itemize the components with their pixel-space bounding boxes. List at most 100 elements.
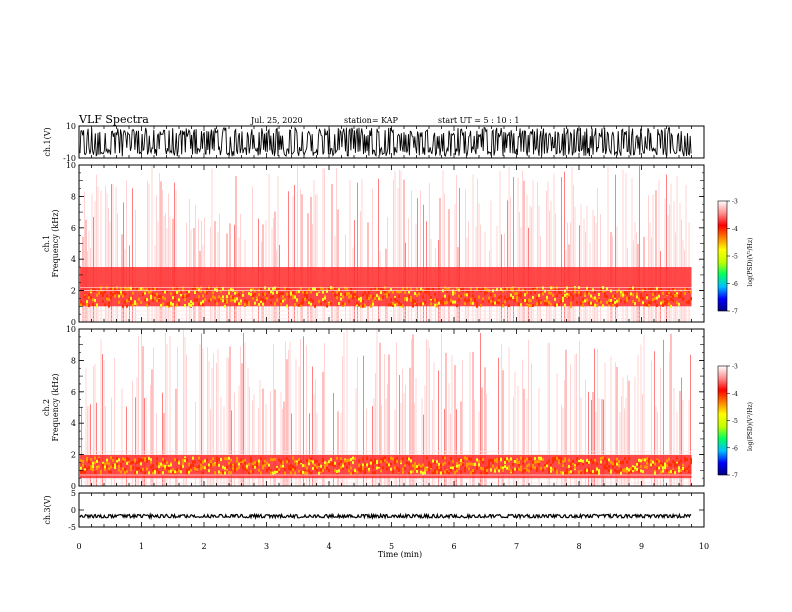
- spectrogram-cell: [566, 468, 568, 472]
- spectrogram-cell: [534, 286, 536, 290]
- spectrogram-cell: [108, 467, 110, 471]
- spectrogram-cell: [656, 286, 658, 290]
- spectrogram-cell: [428, 292, 430, 296]
- spectrogram-cell: [536, 296, 538, 300]
- spectrogram-cell: [308, 288, 310, 292]
- spectrogram-cell: [342, 464, 344, 468]
- spectrogram-cell: [524, 298, 526, 302]
- spectrogram-cell: [530, 299, 532, 303]
- spectrogram-cell: [626, 467, 628, 471]
- spectrogram-cell: [420, 302, 422, 306]
- spectrogram-cell: [542, 468, 544, 472]
- spectrogram-cell: [232, 295, 234, 299]
- spectrogram-cell: [440, 471, 442, 475]
- spectrogram-cell: [118, 468, 120, 472]
- spectrogram-cell: [324, 300, 326, 304]
- spectrogram-cell: [88, 304, 90, 308]
- spectrogram-cell: [620, 299, 622, 303]
- spectrogram-cell: [328, 462, 330, 466]
- spectrogram-cell: [422, 471, 424, 475]
- spectrogram-cell: [116, 462, 118, 466]
- spectrogram-cell: [574, 290, 576, 294]
- spectrogram-cell: [200, 289, 202, 293]
- spectrogram-cell: [616, 299, 618, 303]
- spectrogram-cell: [186, 289, 188, 293]
- spectrogram-cell: [130, 286, 132, 290]
- spectrogram-cell: [156, 461, 158, 465]
- spectrogram-cell: [258, 293, 260, 297]
- spectrogram-cell: [264, 459, 266, 463]
- spectrogram-cell: [612, 294, 614, 298]
- spectrogram-cell: [140, 462, 142, 466]
- spectrogram-cell: [178, 289, 180, 293]
- spectrogram-cell: [588, 460, 590, 464]
- spectrogram-cell: [468, 290, 470, 294]
- spectrogram-cell: [94, 471, 96, 475]
- spectrogram-cell: [216, 456, 218, 460]
- spectrogram-cell: [358, 303, 360, 307]
- spectrogram-cell: [546, 461, 548, 465]
- spectrogram-cell: [678, 461, 680, 465]
- spectrogram-cell: [678, 302, 680, 306]
- spectrogram-cell: [612, 462, 614, 466]
- spectrogram-cell: [528, 463, 530, 467]
- spectrogram-cell: [250, 292, 252, 296]
- spectrogram-cell: [564, 303, 566, 307]
- spectrogram-cell: [236, 467, 238, 471]
- spectrogram-cell: [672, 469, 674, 473]
- spectrogram-cell: [676, 292, 678, 296]
- spectrogram-cell: [120, 292, 122, 296]
- spectrogram-cell: [344, 459, 346, 463]
- spectrogram-cell: [350, 457, 352, 461]
- spectrogram-cell: [100, 471, 102, 475]
- spectrogram-cell: [452, 292, 454, 296]
- spectrogram-cell: [538, 293, 540, 297]
- spectrogram-cell: [296, 290, 298, 294]
- spectrogram-cell: [178, 302, 180, 306]
- spectrogram-cell: [228, 291, 230, 295]
- spectrogram-cell: [680, 469, 682, 473]
- spectrogram-cell: [644, 287, 646, 291]
- spectrogram-cell: [596, 467, 598, 471]
- spectrogram-cell: [420, 470, 422, 474]
- spectrogram-cell: [572, 297, 574, 301]
- spectrogram-cell: [114, 288, 116, 292]
- spectrogram-cell: [444, 470, 446, 474]
- spectrogram-cell: [354, 469, 356, 473]
- spectrogram-cell: [630, 466, 632, 470]
- spectrogram-cell: [372, 471, 374, 475]
- spectrogram-cell: [190, 465, 192, 469]
- spectrogram-cell: [592, 296, 594, 300]
- spectrogram-cell: [614, 462, 616, 466]
- spectrogram-cell: [646, 293, 648, 297]
- spectrogram-cell: [530, 291, 532, 295]
- spectrogram-cell: [580, 459, 582, 463]
- spectrogram-cell: [598, 469, 600, 473]
- start-time-label: start UT = 5 : 10 : 1: [438, 116, 519, 125]
- spectrogram-cell: [122, 467, 124, 471]
- spectrogram-cell: [450, 456, 452, 460]
- colorbar-tick-label: -4: [732, 226, 738, 233]
- spectrogram-cell: [524, 468, 526, 472]
- spectrogram-cell: [224, 471, 226, 475]
- spectrogram-cell: [372, 462, 374, 466]
- spectrogram-cell: [100, 288, 102, 292]
- spectrogram-cell: [392, 470, 394, 474]
- spectrogram-cell: [670, 292, 672, 296]
- spectrogram-cell: [106, 461, 108, 465]
- spectrogram-cell: [146, 467, 148, 471]
- spectrogram-cell: [588, 287, 590, 291]
- spectrogram-cell: [200, 301, 202, 305]
- spectrogram-cell: [172, 468, 174, 472]
- spectrogram-cell: [150, 465, 152, 469]
- spectrogram-cell: [624, 469, 626, 473]
- spectrogram-cell: [148, 291, 150, 295]
- ch3-waveform-trace: [79, 512, 692, 521]
- spectrogram-cell: [388, 457, 390, 461]
- spectrogram-cell: [574, 465, 576, 469]
- spectrogram-cell: [250, 288, 252, 292]
- ch3-waveform-ylabel: ch.3(V): [43, 495, 52, 524]
- spectrogram-cell: [306, 291, 308, 295]
- spectrogram-cell: [488, 296, 490, 300]
- spectrogram-cell: [480, 304, 482, 308]
